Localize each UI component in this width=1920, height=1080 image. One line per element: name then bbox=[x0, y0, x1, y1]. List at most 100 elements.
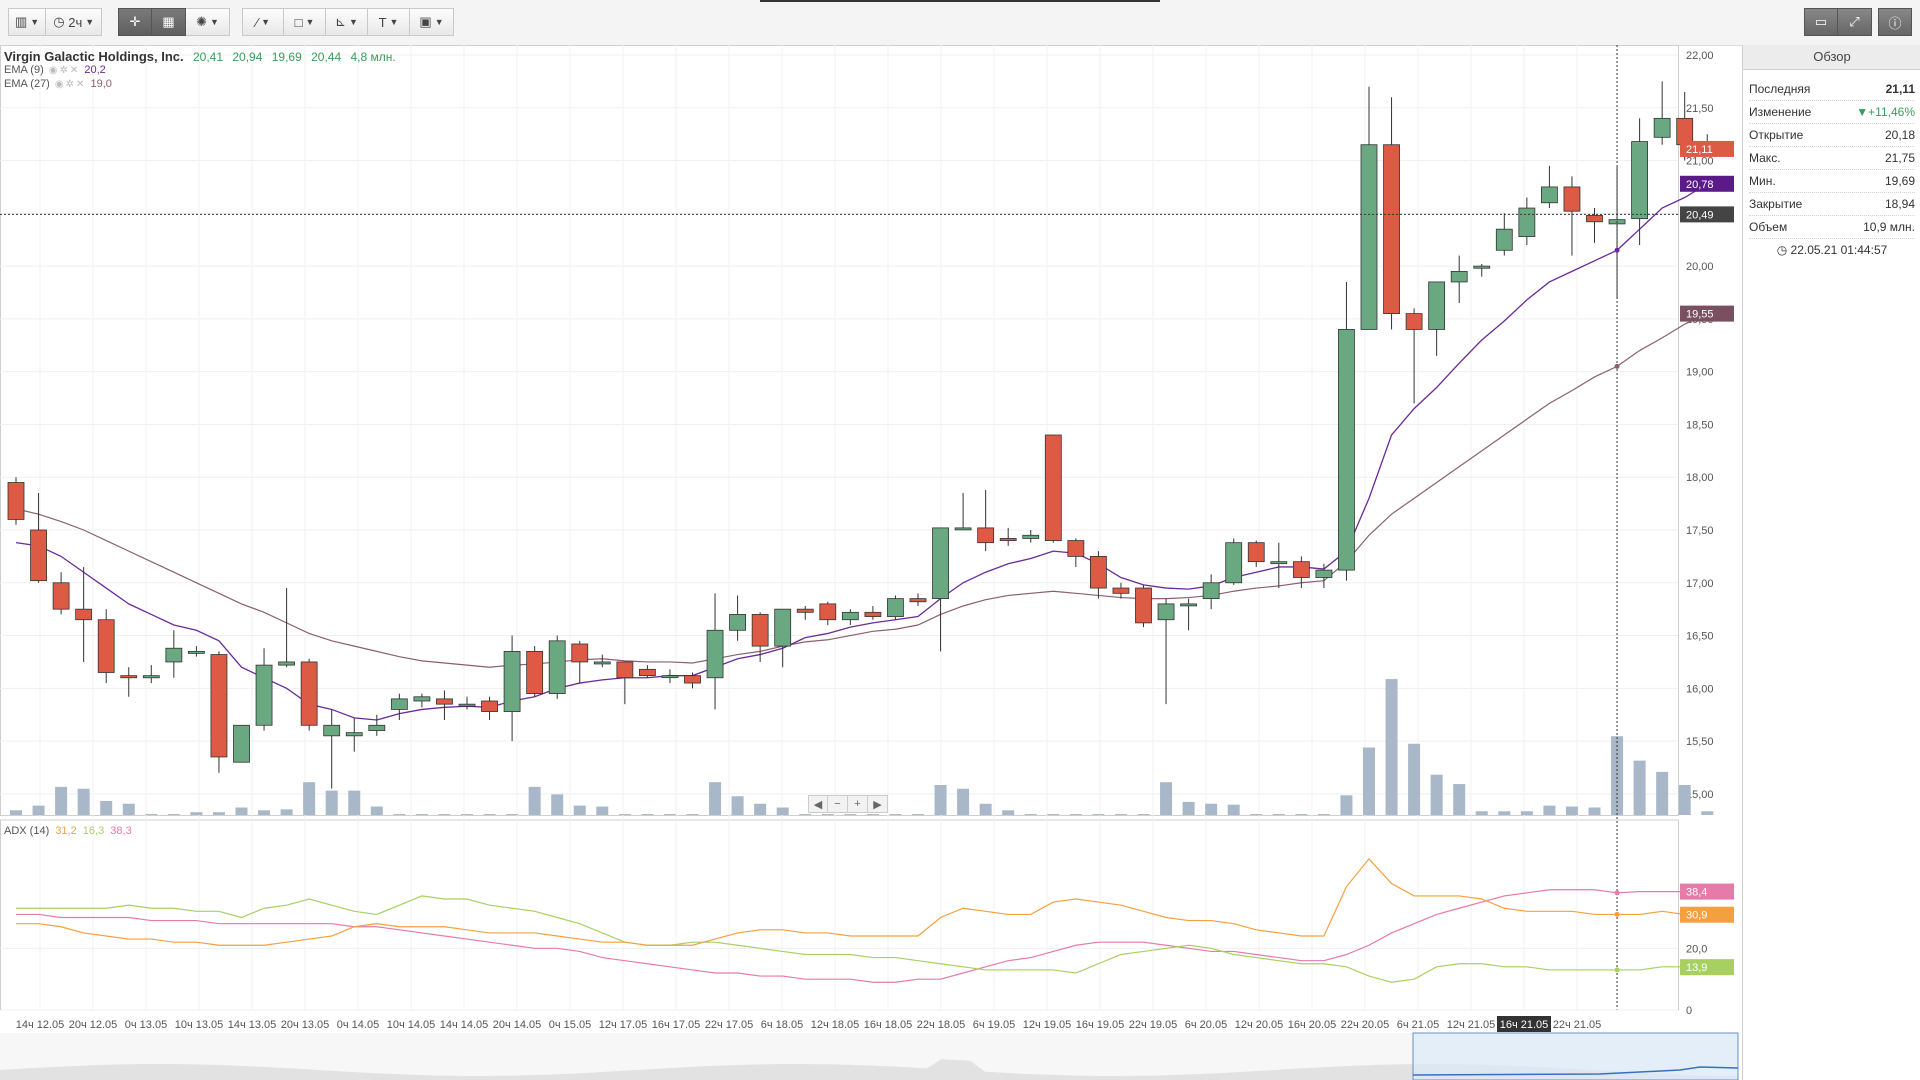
candle-body bbox=[819, 603, 837, 621]
legend-low: 19,69 bbox=[271, 50, 302, 64]
candle-body bbox=[1044, 434, 1062, 541]
price-tick-label: 15,00 bbox=[1686, 789, 1714, 801]
toolbar-group-draw: ⁄ ▼ □ ▼ ⊾ ▼ T ▼ ▣ ▼ bbox=[242, 8, 454, 36]
crosshair-icon: ✛ bbox=[129, 14, 141, 29]
toolbar: ▥ ▼ ◷ 2ч ▼ ✛ ▦ ✺ ▼ ⁄ ▼ □ ▼ ⊾ ▼ T ▼ ▣ ▼ ▭ ⤢ ⓘ bbox=[0, 0, 1920, 46]
ema9-value: 20,2 bbox=[84, 64, 106, 76]
adx-value-2: 16,3 bbox=[82, 825, 105, 837]
crosshair-button[interactable]: ✛ bbox=[118, 8, 152, 36]
candle-body bbox=[1541, 186, 1558, 204]
nav-left-button[interactable]: ◀ bbox=[808, 795, 828, 813]
overview-panel: Обзор Последняя 21,11 Изменение ▼+11,46% О… bbox=[1742, 45, 1920, 1080]
adx-value-3: 38,3 bbox=[110, 825, 132, 837]
volume-bar bbox=[1137, 814, 1150, 816]
volume-bar bbox=[235, 807, 248, 815]
candlestick-icon: ▥ bbox=[15, 14, 28, 29]
ema27-crosshair-dot bbox=[1614, 363, 1620, 369]
x-tick-label: 12ч 17.05 bbox=[599, 1019, 648, 1031]
volume-bar bbox=[280, 809, 293, 815]
x-tick-label: 16ч 18.05 bbox=[864, 1019, 913, 1031]
clock-icon: ◷ bbox=[1776, 243, 1788, 257]
panel-row-high: Макс. 21,75 bbox=[1749, 147, 1915, 170]
candle-body bbox=[75, 608, 93, 621]
toolbar-group-main: ▥ ▼ ◷ 2ч ▼ bbox=[8, 8, 103, 36]
indicator-button[interactable]: ▦ bbox=[152, 8, 186, 36]
volume-bar bbox=[1520, 811, 1533, 815]
price-tag-label: 20,78 bbox=[1686, 179, 1714, 191]
volume-bar bbox=[551, 794, 564, 815]
candle-body bbox=[345, 732, 363, 737]
volume-bar bbox=[415, 814, 428, 816]
candle-body bbox=[526, 650, 544, 695]
candle-body bbox=[954, 527, 972, 531]
adx-tick-label: 0 bbox=[1686, 1005, 1692, 1017]
price-tick-label: 17,50 bbox=[1686, 525, 1714, 537]
candle-body bbox=[503, 650, 521, 712]
interval-button[interactable]: ◷ 2ч ▼ bbox=[46, 8, 103, 36]
eye-icon[interactable]: ◉ bbox=[48, 65, 58, 76]
di-plus-crosshair-dot bbox=[1614, 967, 1620, 973]
text-button[interactable]: T ▼ bbox=[368, 8, 410, 36]
price-tick-label: 16,50 bbox=[1686, 631, 1714, 643]
adx-tag-label: 38,4 bbox=[1686, 887, 1707, 899]
eye-icon[interactable]: ◉ bbox=[54, 79, 64, 90]
candle-body bbox=[300, 661, 318, 726]
chart-type-button[interactable]: ▥ ▼ bbox=[8, 8, 47, 36]
studies-button[interactable]: ✺ ▼ bbox=[186, 8, 230, 36]
panel-row-low: Мин. 19,69 bbox=[1749, 170, 1915, 193]
volume-bar bbox=[844, 814, 857, 816]
price-tag-label: 20,49 bbox=[1686, 209, 1714, 221]
gear-icon[interactable]: ✲ bbox=[65, 79, 75, 90]
candle-body bbox=[571, 643, 589, 663]
x-tick-label: 14ч 14.05 bbox=[440, 1019, 489, 1031]
ema9-legend: EMA (9) ◉ ✲ ✕ 20,2 bbox=[4, 64, 106, 76]
panel-row-volume: Объем 10,9 млн. bbox=[1749, 216, 1915, 239]
image-button[interactable]: ▣ ▼ bbox=[410, 8, 454, 36]
volume-bar bbox=[1092, 814, 1105, 816]
volume-bar bbox=[1160, 782, 1173, 815]
candle-body bbox=[1338, 329, 1355, 571]
volume-bar bbox=[821, 814, 834, 816]
volume-bar bbox=[528, 786, 541, 815]
candle-body bbox=[413, 696, 431, 702]
candle-body bbox=[548, 640, 566, 695]
candle-body bbox=[255, 664, 273, 726]
ema27-label: EMA (27) bbox=[4, 78, 50, 90]
fibonacci-button[interactable]: ⊾ ▼ bbox=[326, 8, 368, 36]
candle-body bbox=[233, 724, 250, 763]
volume-bar bbox=[325, 790, 338, 815]
nav-right-button[interactable]: ▶ bbox=[868, 795, 888, 813]
close-icon[interactable]: ✕ bbox=[76, 79, 85, 90]
draw-line-icon: ⁄ bbox=[255, 14, 259, 30]
candle-body bbox=[1247, 542, 1265, 563]
gear-icon[interactable]: ✲ bbox=[59, 65, 68, 76]
candle-body bbox=[165, 647, 183, 663]
panel-row-open: Открытие 20,18 bbox=[1749, 124, 1915, 147]
x-tick-label: 22ч 19.05 bbox=[1129, 1019, 1178, 1031]
volume-bar bbox=[461, 814, 473, 816]
volume-bar bbox=[663, 814, 676, 816]
candle-body bbox=[593, 661, 611, 665]
screen-icon: ▭ bbox=[1814, 14, 1828, 29]
shapes-button[interactable]: □ ▼ bbox=[284, 8, 326, 36]
image-icon: ▣ bbox=[419, 14, 432, 29]
volume-bar bbox=[1385, 679, 1398, 815]
draw-line-button[interactable]: ⁄ ▼ bbox=[242, 8, 284, 36]
x-tick-label: 10ч 13.05 bbox=[175, 1019, 224, 1031]
chart[interactable]: 22,0021,5021,0020,5020,0019,5019,0018,50… bbox=[0, 45, 1742, 1080]
adx-value-1: 31,2 bbox=[55, 825, 77, 837]
price-tick-label: 16,00 bbox=[1686, 683, 1714, 695]
volume-bar bbox=[1317, 814, 1330, 816]
info-button[interactable]: ⓘ bbox=[1878, 8, 1912, 36]
zoom-in-button[interactable]: + bbox=[848, 795, 868, 813]
candle-body bbox=[1676, 117, 1694, 146]
zoom-out-button[interactable]: − bbox=[828, 795, 848, 813]
x-tick-label: 14ч 12.05 bbox=[16, 1019, 65, 1031]
candle-body bbox=[1653, 117, 1671, 138]
close-icon[interactable]: ✕ bbox=[69, 65, 79, 76]
screen-button[interactable]: ▭ bbox=[1804, 8, 1838, 36]
volume-bar bbox=[1069, 814, 1082, 816]
adx-tick-label: 20,0 bbox=[1686, 943, 1707, 955]
candle-body bbox=[932, 527, 949, 600]
fullscreen-button[interactable]: ⤢ bbox=[1838, 8, 1872, 36]
